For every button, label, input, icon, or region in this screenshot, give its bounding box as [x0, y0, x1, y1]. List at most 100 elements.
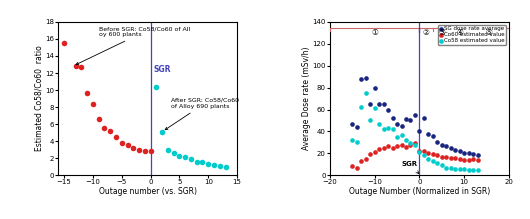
- Point: [216, 164, 224, 168]
- Co58 estimated value: [352, 141, 361, 144]
- Co58 estimated value: [366, 119, 375, 122]
- Co58 estimated value: [429, 159, 437, 163]
- Co58 estimated value: [469, 168, 478, 171]
- Co58 estimated value: [464, 168, 473, 171]
- Co60 estimated value: [455, 157, 464, 161]
- Co60 estimated value: [438, 155, 446, 158]
- Co58 estimated value: [451, 167, 460, 170]
- X-axis label: Outage number (vs. SGR): Outage number (vs. SGR): [99, 187, 197, 196]
- Point: [187, 157, 195, 161]
- Point: [94, 117, 103, 121]
- Co60 estimated value: [469, 157, 478, 161]
- SG dose rate average: [393, 122, 401, 125]
- SG dose rate average: [446, 146, 455, 150]
- Co58 estimated value: [446, 166, 455, 169]
- SG dose rate average: [415, 130, 423, 133]
- Co58 estimated value: [388, 127, 397, 131]
- Point: [77, 65, 86, 69]
- Point: [146, 150, 155, 153]
- Point: [192, 160, 201, 163]
- SG dose rate average: [379, 102, 388, 106]
- Point: [204, 162, 213, 166]
- Co58 estimated value: [424, 157, 432, 161]
- Co60 estimated value: [348, 165, 357, 168]
- Co58 estimated value: [379, 127, 388, 131]
- Co60 estimated value: [366, 153, 375, 156]
- SG dose rate average: [460, 152, 469, 155]
- Co60 estimated value: [384, 144, 392, 147]
- Co60 estimated value: [442, 155, 450, 158]
- SG dose rate average: [361, 76, 370, 79]
- Y-axis label: Average Dose rate (mSv/h): Average Dose rate (mSv/h): [302, 47, 311, 150]
- Co58 estimated value: [402, 138, 410, 142]
- Co60 estimated value: [464, 158, 473, 162]
- SG dose rate average: [464, 152, 473, 155]
- Co58 estimated value: [361, 91, 370, 95]
- Co58 estimated value: [348, 138, 357, 142]
- Co58 estimated value: [406, 142, 414, 145]
- SG dose rate average: [420, 117, 428, 120]
- Co60 estimated value: [393, 144, 401, 147]
- Co58 estimated value: [398, 133, 406, 136]
- Text: ③: ③: [438, 28, 445, 37]
- Co60 estimated value: [388, 146, 397, 150]
- SG dose rate average: [366, 102, 375, 106]
- Co60 estimated value: [460, 158, 469, 162]
- Point: [181, 155, 189, 159]
- SG dose rate average: [411, 113, 419, 117]
- Co60 estimated value: [420, 149, 428, 153]
- Legend: SG dose rate average, Co60 estimated value, Co58 estimated value: SG dose rate average, Co60 estimated val…: [438, 25, 506, 45]
- SG dose rate average: [442, 144, 450, 147]
- Point: [164, 148, 172, 151]
- Co60 estimated value: [398, 143, 406, 146]
- Point: [198, 161, 207, 164]
- X-axis label: Outage Number (Normalized in SGR): Outage Number (Normalized in SGR): [349, 187, 490, 196]
- Co60 estimated value: [446, 156, 455, 159]
- Co60 estimated value: [357, 159, 366, 163]
- SG dose rate average: [406, 119, 414, 122]
- Point: [123, 143, 132, 146]
- Text: After SGR: Co58/Co60
of Alloy 690 plants: After SGR: Co58/Co60 of Alloy 690 plants: [165, 98, 238, 130]
- Point: [112, 135, 120, 139]
- Point: [72, 64, 80, 68]
- Co58 estimated value: [370, 107, 379, 110]
- SG dose rate average: [352, 125, 361, 129]
- Co58 estimated value: [357, 106, 366, 109]
- Point: [135, 148, 143, 151]
- Co58 estimated value: [375, 122, 383, 125]
- Text: Before SGR: Co58/Co60 of All
oy 600 plants: Before SGR: Co58/Co60 of All oy 600 plan…: [76, 26, 190, 65]
- Co60 estimated value: [473, 158, 482, 162]
- Point: [140, 149, 149, 152]
- Point: [100, 127, 109, 130]
- SG dose rate average: [375, 102, 383, 106]
- Point: [170, 151, 178, 155]
- Text: SGR: SGR: [402, 161, 419, 174]
- SG dose rate average: [429, 134, 437, 138]
- Point: [222, 165, 230, 168]
- Co60 estimated value: [451, 156, 460, 159]
- Co60 estimated value: [402, 145, 410, 148]
- Co60 estimated value: [379, 146, 388, 150]
- Y-axis label: Estimated Co58/Co60  ratio: Estimated Co58/Co60 ratio: [35, 46, 44, 151]
- Co60 estimated value: [424, 152, 432, 155]
- SG dose rate average: [357, 77, 366, 81]
- Co58 estimated value: [415, 150, 423, 154]
- Co58 estimated value: [455, 167, 464, 170]
- SG dose rate average: [384, 108, 392, 111]
- SG dose rate average: [451, 148, 460, 152]
- SG dose rate average: [473, 154, 482, 157]
- Point: [129, 146, 137, 150]
- SG dose rate average: [424, 132, 432, 135]
- Co60 estimated value: [352, 166, 361, 169]
- Co60 estimated value: [361, 157, 370, 161]
- Co58 estimated value: [384, 126, 392, 130]
- Point: [89, 102, 97, 105]
- Point: [60, 41, 68, 45]
- Point: [83, 91, 91, 94]
- Co58 estimated value: [420, 154, 428, 157]
- Point: [158, 130, 166, 134]
- SG dose rate average: [402, 118, 410, 121]
- Text: ①: ①: [372, 28, 378, 37]
- SG dose rate average: [398, 124, 406, 128]
- Point: [152, 85, 161, 88]
